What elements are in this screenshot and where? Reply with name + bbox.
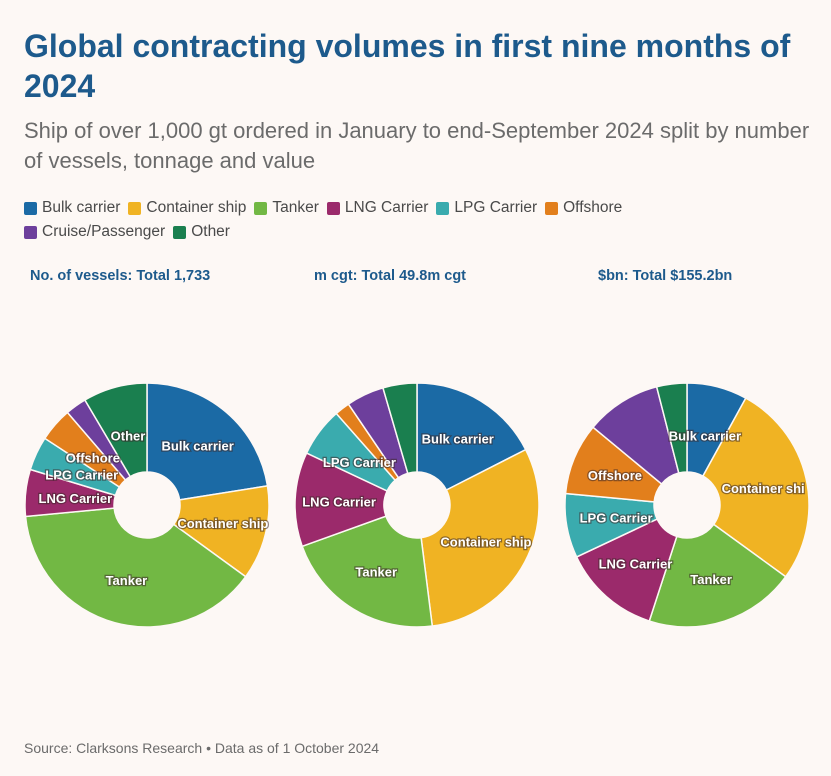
donut-slice [146, 382, 269, 501]
legend-label: LPG Carrier [454, 199, 538, 216]
source-note: Source: Clarksons Research • Data as of … [24, 740, 380, 756]
slice-label: Container ship [440, 534, 531, 549]
slice-label: Container ship [177, 516, 268, 531]
slice-label: Container shi [722, 481, 805, 496]
donut-slice [83, 382, 148, 478]
donut-slice [655, 382, 688, 474]
slice-label: Tanker [355, 565, 397, 580]
donut-slice [301, 515, 434, 628]
legend-swatch [254, 201, 268, 215]
slice-label: LPG Carrier [323, 455, 396, 470]
slice-label: Offshore [588, 468, 642, 483]
panel-title-cgt: m cgt: Total 49.8m cgt [314, 268, 467, 284]
legend-swatch [24, 225, 37, 239]
legend-item: Offshore [545, 199, 622, 217]
donut-slice [575, 518, 678, 622]
slice-label: Tanker [690, 572, 732, 587]
donut-slice [294, 452, 389, 548]
slice-label: LPG Carrier [45, 468, 118, 483]
slice-label: LNG Carrier [302, 494, 376, 509]
slice-label: Bulk carrier [162, 439, 234, 454]
panel-title-vessels: No. of vessels: Total 1,733 [30, 268, 211, 284]
slice-label: Tanker [106, 573, 148, 588]
legend-label: LNG Carrier [344, 199, 429, 216]
donut-slice [648, 523, 787, 628]
legend-item: LPG Carrier [436, 199, 537, 217]
legend-label: Bulk carrier [42, 199, 121, 216]
slice-label: LNG Carrier [599, 557, 673, 572]
chart-subtitle: Ship of over 1,000 gt ordered in January… [24, 118, 810, 173]
legend-swatch [128, 201, 142, 215]
legend-label: Tanker [272, 199, 319, 216]
slice-label: LPG Carrier [580, 510, 653, 525]
legend-swatch [436, 201, 450, 215]
legend-item: Bulk carrier [24, 199, 120, 217]
donut-slice [382, 382, 418, 475]
legend-item: LNG Carrier [326, 199, 429, 217]
legend: Bulk carrier Container ship Tanker LNG Carr… [24, 199, 744, 241]
slice-label: Bulk carrier [422, 431, 494, 446]
slice-label: Bulk carrier [669, 428, 741, 443]
slice-label: Other [111, 429, 146, 444]
legend-swatch [326, 201, 340, 215]
slice-label: Offshore [66, 451, 120, 466]
legend-item: Cruise/Passenger [24, 223, 165, 241]
donut-slice [24, 507, 247, 628]
chart-title: Global contracting volumes in first nine… [24, 28, 791, 104]
donut-slice [701, 397, 810, 578]
panel-title-value: $bn: Total $155.2bn [598, 268, 733, 284]
legend-item: Container ship [128, 199, 246, 217]
legend-swatch [173, 225, 187, 239]
legend-label: Offshore [563, 199, 623, 216]
donut-slice [420, 448, 540, 627]
donut-slice [172, 485, 270, 578]
legend-swatch [24, 201, 37, 215]
legend-label: Other [191, 223, 230, 240]
slice-label: LNG Carrier [39, 491, 113, 506]
legend-label: Cruise/Passenger [42, 223, 166, 240]
legend-item: Tanker [254, 199, 319, 217]
legend-item: Other [173, 223, 230, 241]
legend-label: Container ship [146, 199, 247, 216]
legend-swatch [545, 201, 559, 215]
